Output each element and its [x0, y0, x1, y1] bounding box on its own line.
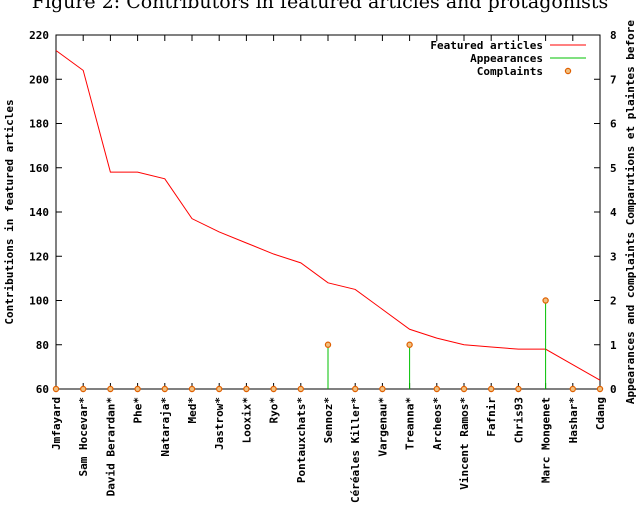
- y2-tick-label: 4: [610, 206, 617, 219]
- x-tick-label: Archeos*: [431, 397, 444, 450]
- complaints-point: [161, 385, 168, 393]
- y2-tick-label: 6: [610, 118, 617, 131]
- complaints-point: [542, 297, 549, 304]
- plot-area: 60 80 100 120 140 160 180 200 220 0 1 2 3 4 5 6 7 8 Jmfaya…: [3, 20, 637, 503]
- x-tick-label: Sennoz*: [322, 397, 335, 443]
- y-tick-label: 180: [29, 118, 49, 131]
- y2-axis-title: Appearances and complaints Comparutions …: [624, 20, 637, 404]
- y-tick-label: 200: [29, 73, 49, 86]
- y2-tick-label: 2: [610, 295, 617, 308]
- complaints-point: [460, 385, 468, 393]
- complaints-point: [215, 385, 223, 393]
- y2-tick-label: 8: [610, 29, 617, 42]
- legend-label: Complaints: [477, 65, 543, 78]
- x-tick-label: Vargenau*: [376, 397, 389, 457]
- complaints-point: [569, 385, 577, 393]
- x-tick-label: Looxix*: [240, 397, 253, 443]
- legend-swatch: [564, 67, 572, 75]
- complaints-point: [433, 385, 440, 393]
- x-tick-label: Sam Hocevar*: [77, 397, 90, 476]
- complaints-point: [488, 385, 495, 393]
- x-tick-label: David Berardan*: [104, 397, 117, 496]
- complaints-point: [270, 385, 277, 393]
- y-tick-label: 160: [29, 162, 49, 175]
- complaints-point: [79, 385, 87, 393]
- x-tick-label: Hashar*: [567, 397, 580, 443]
- y-tick-label: 140: [29, 206, 49, 219]
- x-tick-label: Ryo*: [268, 397, 281, 424]
- y-tick-label: 60: [36, 383, 49, 396]
- y2-tick-label: 0: [610, 383, 617, 396]
- y2-tick-label: 3: [610, 250, 617, 263]
- complaints-point: [596, 385, 604, 393]
- x-tick-label: Chris93: [512, 397, 525, 443]
- complaints-point: [52, 385, 60, 393]
- plot-frame: [55, 34, 601, 390]
- legend-label: Appearances: [470, 52, 543, 65]
- complaints-point: [515, 385, 522, 393]
- y-tick-label: 220: [29, 29, 49, 42]
- y-tick-label: 80: [36, 339, 49, 352]
- y2-tick-label: 1: [610, 339, 617, 352]
- y2-tick-label: 5: [610, 162, 617, 175]
- x-tick-label: Med*: [186, 397, 199, 424]
- x-tick-label: Fafnir: [485, 397, 498, 437]
- complaints-point: [107, 385, 114, 393]
- complaints-point: [379, 385, 386, 393]
- legend-label: Featured articles: [430, 39, 543, 52]
- x-tick-label: Marc Mongenet: [540, 397, 553, 483]
- complaints-point: [243, 385, 250, 393]
- series-featured-articles-line: [55, 50, 601, 381]
- complaints-point: [134, 385, 141, 393]
- x-tick-label: Jmfayard: [50, 397, 63, 450]
- y-tick-label: 100: [29, 295, 49, 308]
- figure-caption: Figure 2: Contributors in featured artic…: [31, 0, 609, 13]
- y-tick-label: 120: [29, 250, 49, 263]
- complaints-point: [352, 385, 359, 393]
- x-tick-label: Céréales Killer*: [349, 397, 362, 503]
- x-tick-label: Cdang: [594, 397, 607, 430]
- x-tick-label: Vincent Ramos*: [458, 397, 471, 490]
- y-axis-title: Contributions in featured articles: [3, 99, 16, 324]
- x-tick-label: Nataraja*: [159, 397, 172, 457]
- complaints-point: [324, 341, 332, 348]
- x-tick-label: Pontauxchats*: [295, 397, 308, 483]
- y2-tick-label: 7: [610, 73, 617, 86]
- complaints-point: [297, 385, 304, 393]
- x-tick-label: Jastrow*: [213, 397, 226, 450]
- x-tick-label: Treanna*: [404, 397, 417, 450]
- complaints-point: [188, 385, 196, 393]
- complaints-point: [406, 341, 413, 348]
- x-tick-label: Phe*: [132, 397, 145, 424]
